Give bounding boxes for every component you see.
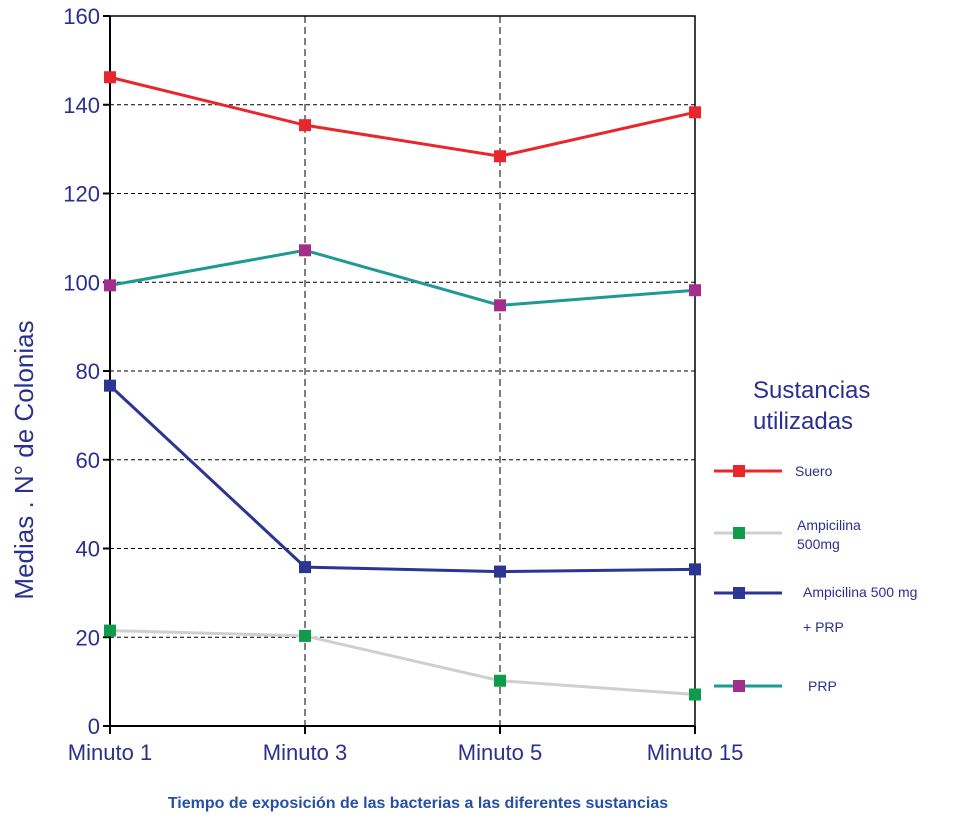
series-2-point-0 [104, 379, 116, 392]
series-0-point-2 [494, 150, 506, 163]
y-tick-label-60: 60 [76, 448, 100, 473]
series-3-point-0 [104, 279, 116, 292]
legend-label-ampicilina-prp-2: + PRP [803, 619, 844, 635]
legend-label-ampicilina-2: 500mg [797, 536, 840, 552]
grid-lines [110, 16, 695, 726]
y-tick-label-120: 120 [63, 182, 100, 207]
series-line-0 [109, 75, 696, 158]
y-tick-label-40: 40 [76, 537, 100, 562]
series-2 [104, 379, 701, 578]
legend-item-ampicilina: Ampicilina 500mg [714, 517, 861, 552]
x-tick-label-3: Minuto 15 [647, 740, 744, 765]
y-tick-label-160: 160 [63, 4, 100, 29]
legend: Sustancias utilizadas Suero Ampicilina 5… [714, 377, 917, 694]
legend-marker-suero [733, 465, 745, 477]
series-3 [104, 244, 701, 312]
legend-label-prp: PRP [808, 678, 837, 694]
x-tick-label-2: Minuto 5 [458, 740, 542, 765]
series-1-point-3 [689, 688, 701, 701]
legend-marker-ampicilina [733, 527, 745, 539]
series-0-point-0 [104, 71, 116, 84]
legend-label-ampicilina-prp-1: Ampicilina 500 mg [803, 584, 917, 600]
series-line-3 [109, 248, 696, 307]
y-tick-label-100: 100 [63, 270, 100, 295]
legend-marker-ampicilina-prp [733, 587, 745, 599]
series-1-point-1 [299, 629, 311, 642]
y-tick-label-20: 20 [76, 625, 100, 650]
axes [103, 15, 696, 734]
series-2-point-2 [494, 565, 506, 578]
series-group [104, 71, 701, 701]
series-0-point-1 [299, 119, 311, 132]
y-axis-title: Medias . N° de Colonias [9, 320, 39, 599]
series-2-point-3 [689, 563, 701, 576]
legend-marker-prp [733, 680, 745, 692]
series-line-2 [108, 384, 696, 574]
y-tick-labels: 0 20 40 60 80 100 120 140 160 [63, 4, 100, 739]
legend-title-line1: Sustancias [753, 377, 870, 404]
series-0-point-3 [689, 106, 701, 119]
series-3-point-1 [299, 244, 311, 257]
legend-item-suero: Suero [714, 463, 833, 479]
legend-label-ampicilina-1: Ampicilina [797, 517, 861, 533]
y-tick-label-140: 140 [63, 93, 100, 118]
series-3-point-2 [494, 299, 506, 312]
legend-title-line2: utilizadas [753, 408, 853, 435]
x-axis-title: Tiempo de exposición de las bacterias a … [168, 795, 668, 812]
series-1 [104, 624, 701, 701]
series-1-point-0 [104, 624, 116, 637]
legend-item-ampicilina-prp: Ampicilina 500 mg + PRP [714, 584, 917, 635]
y-tick-label-80: 80 [76, 359, 100, 384]
legend-item-prp: PRP [714, 678, 837, 694]
x-tick-label-1: Minuto 3 [263, 740, 347, 765]
x-tick-label-0: Minuto 1 [68, 740, 152, 765]
series-line-1 [109, 629, 696, 696]
series-2-point-1 [299, 561, 311, 574]
y-tick-label-0: 0 [88, 714, 100, 739]
series-1-point-2 [494, 674, 506, 687]
series-3-point-3 [689, 284, 701, 297]
x-tick-labels: Minuto 1 Minuto 3 Minuto 5 Minuto 15 [68, 740, 744, 765]
legend-label-suero: Suero [795, 463, 833, 479]
series-0 [104, 71, 701, 163]
